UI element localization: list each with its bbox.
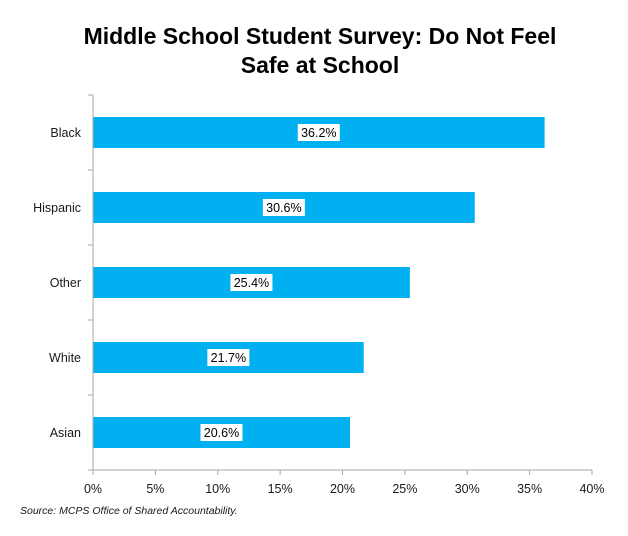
- data-label-box-other: [230, 274, 273, 291]
- x-tick-label-5: 5%: [146, 482, 164, 496]
- data-label-asian: 20.6%: [204, 426, 239, 440]
- chart-title-line-2: Safe at School: [241, 52, 399, 78]
- x-tick-label-40: 40%: [579, 482, 604, 496]
- x-tick-label-10: 10%: [205, 482, 230, 496]
- data-label-hispanic: 30.6%: [266, 201, 301, 215]
- data-label-white: 21.7%: [211, 351, 246, 365]
- x-tick-label-25: 25%: [392, 482, 417, 496]
- category-label-hispanic: Hispanic: [33, 201, 81, 215]
- category-label-other: Other: [50, 276, 81, 290]
- source-note: Source: MCPS Office of Shared Accountabi…: [20, 505, 238, 517]
- data-label-box-hispanic: [262, 199, 305, 216]
- data-label-box-white: [207, 349, 250, 366]
- plot-area: Black 36.2% Hispanic 30.6% Other 25.4% White 21…: [33, 94, 605, 496]
- chart-title: Middle School Student Survey: Do Not Fee…: [84, 23, 557, 78]
- data-label-box-asian: [200, 424, 243, 441]
- x-tick-label-30: 30%: [455, 482, 480, 496]
- category-label-black: Black: [50, 126, 81, 140]
- data-label-other: 25.4%: [234, 276, 269, 290]
- x-tick-label-0: 0%: [84, 482, 102, 496]
- chart-title-line-1: Middle School Student Survey: Do Not Fee…: [84, 23, 557, 49]
- category-label-white: White: [49, 351, 81, 365]
- data-label-box-black: [297, 124, 340, 141]
- x-tick-label-20: 20%: [330, 482, 355, 496]
- data-label-black: 36.2%: [301, 126, 336, 140]
- category-label-asian: Asian: [50, 426, 81, 440]
- x-tick-label-35: 35%: [517, 482, 542, 496]
- x-tick-label-15: 15%: [268, 482, 293, 496]
